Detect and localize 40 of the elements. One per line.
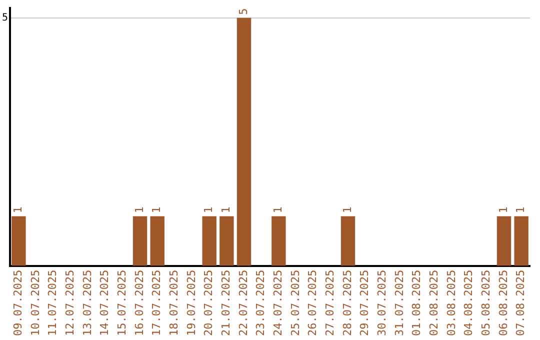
data-label: 1 [202,206,216,214]
x-tick-label: 14.07.2025 [98,270,112,336]
x-tick-label: 26.07.2025 [306,270,320,336]
data-label: 1 [220,206,233,214]
data-label: 1 [514,206,528,214]
x-tick-label: 20.07.2025 [202,270,216,336]
x-tick-label: 22.07.2025 [236,270,250,336]
x-tick-label: 13.07.2025 [80,270,94,336]
x-tick-label: 03.08.2025 [444,270,458,336]
data-label: 1 [150,206,164,214]
x-tick-label: 06.08.2025 [496,270,510,336]
x-tick-label: 15.07.2025 [116,270,129,336]
x-tick-label: 19.07.2025 [184,270,198,336]
x-tick-label: 30.07.2025 [376,270,389,336]
x-tick-label: 17.07.2025 [150,270,164,336]
x-tick-label: 05.08.2025 [480,270,493,336]
x-tick-label: 28.07.2025 [340,270,354,336]
x-tick-label: 27.07.2025 [324,270,337,336]
x-tick-label: 01.08.2025 [410,270,424,336]
x-tick-label: 18.07.2025 [168,270,181,336]
data-label: 1 [340,206,354,214]
x-tick-label: 31.07.2025 [392,270,406,336]
data-label: 1 [132,206,146,214]
x-tick-label: 16.07.2025 [132,270,146,336]
data-label: 5 [236,8,250,15]
x-tick-label: 23.07.2025 [254,270,268,336]
data-label: 1 [272,206,285,214]
x-tick-label: 29.07.2025 [358,270,372,336]
x-tick-label: 09.07.2025 [12,270,25,336]
x-tick-label: 25.07.2025 [288,270,302,336]
x-tick-label: 24.07.2025 [272,270,285,336]
x-tick-label: 21.07.2025 [220,270,233,336]
x-tick-label: 02.08.2025 [428,270,441,336]
x-tick-label: 07.08.2025 [514,270,528,336]
x-tick-label: 04.08.2025 [462,270,476,336]
data-label: 1 [496,206,510,214]
data-label: 1 [12,206,25,214]
x-tick-label: 12.07.2025 [64,270,77,336]
x-tick-label: 11.07.2025 [46,270,60,336]
x-tick-label: 10.07.2025 [28,270,42,336]
